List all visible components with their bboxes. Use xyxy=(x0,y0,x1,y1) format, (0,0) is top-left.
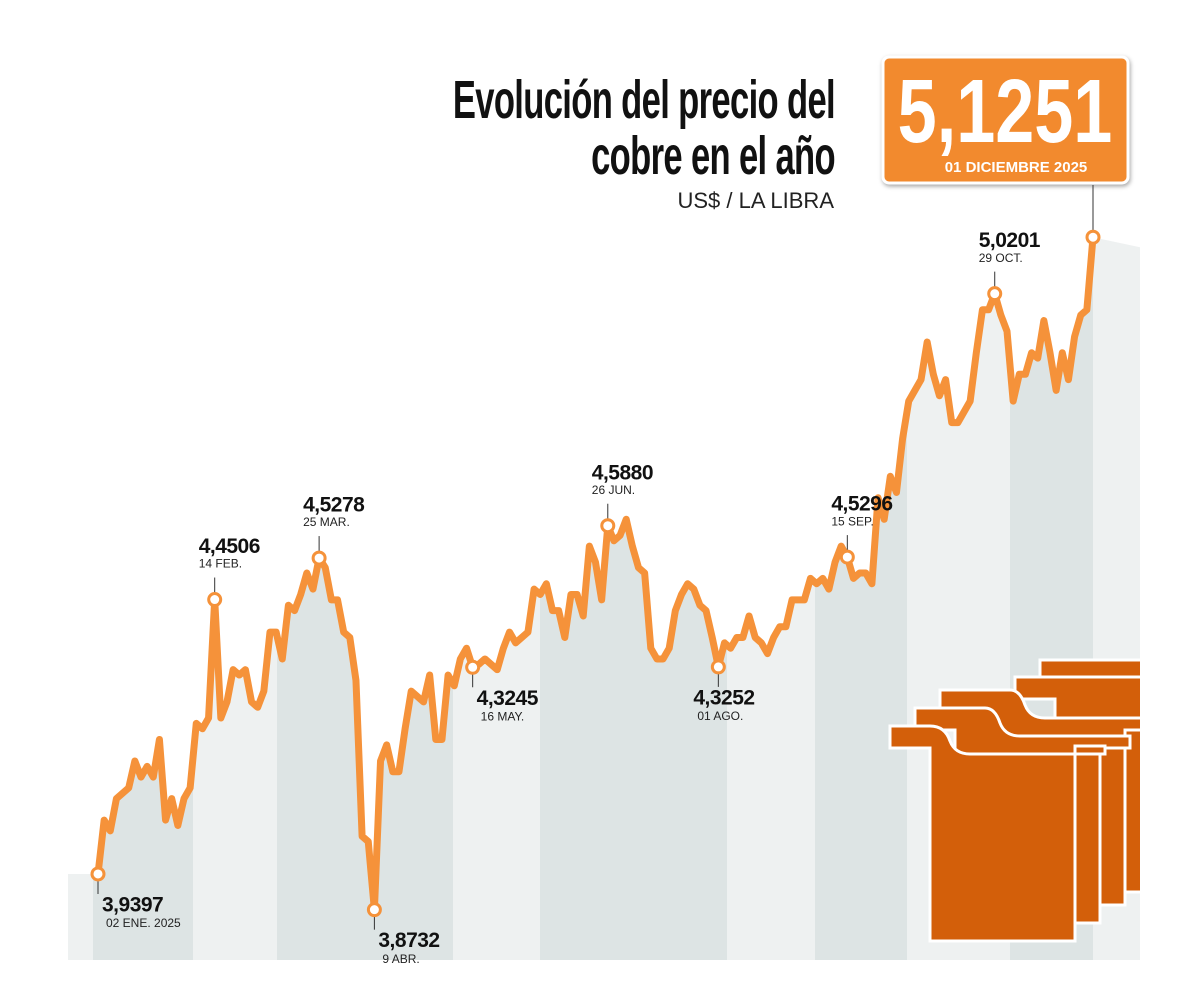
highlight-box xyxy=(881,55,1130,185)
chart-title: Evolución del precio del cobre en el año xyxy=(452,70,836,186)
price-line xyxy=(94,233,1097,914)
point-value: 3,9397 xyxy=(102,894,163,917)
point-value: 4,3252 xyxy=(693,686,754,709)
point-marker xyxy=(839,549,855,565)
point-value: 4,5880 xyxy=(592,461,653,484)
point-value: 4,3245 xyxy=(477,687,539,710)
highlight-date: 01 DICIEMBRE 2025 xyxy=(945,159,1088,176)
point-date: 16 MAY. xyxy=(481,709,525,723)
copper-icon xyxy=(888,658,1140,943)
point-date: 15 SEP. xyxy=(831,514,873,528)
point-marker xyxy=(465,659,481,675)
point-marker xyxy=(207,592,223,608)
point-value: 4,5296 xyxy=(831,493,892,516)
chart-subtitle: US$ / LA LIBRA xyxy=(677,188,834,213)
highlight-value: 5,1251 xyxy=(898,62,1113,162)
point-date: 26 JUN. xyxy=(592,483,635,497)
point-marker xyxy=(311,550,327,566)
point-date: 9 ABR. xyxy=(382,952,419,966)
point-date: 25 MAR. xyxy=(303,515,350,529)
point-date: 29 OCT. xyxy=(979,251,1023,265)
point-value: 4,5278 xyxy=(303,494,365,517)
point-value: 5,0201 xyxy=(979,229,1041,252)
point-marker xyxy=(710,659,726,675)
point-date: 01 AGO. xyxy=(697,709,743,723)
point-marker xyxy=(987,286,1003,302)
point-marker xyxy=(1085,229,1101,245)
point-value: 3,8732 xyxy=(378,929,439,952)
point-marker xyxy=(366,902,382,918)
point-value: 4,4506 xyxy=(199,535,260,558)
point-date: 14 FEB. xyxy=(199,557,242,571)
point-marker xyxy=(600,518,616,534)
point-marker xyxy=(90,866,106,882)
point-date: 02 ENE. 2025 xyxy=(106,916,181,930)
